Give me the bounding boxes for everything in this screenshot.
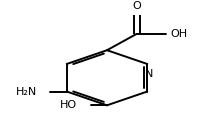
Text: H₂N: H₂N bbox=[16, 87, 37, 97]
Text: OH: OH bbox=[170, 29, 187, 39]
Text: O: O bbox=[132, 1, 141, 11]
Text: HO: HO bbox=[60, 100, 77, 110]
Text: N: N bbox=[145, 69, 153, 79]
